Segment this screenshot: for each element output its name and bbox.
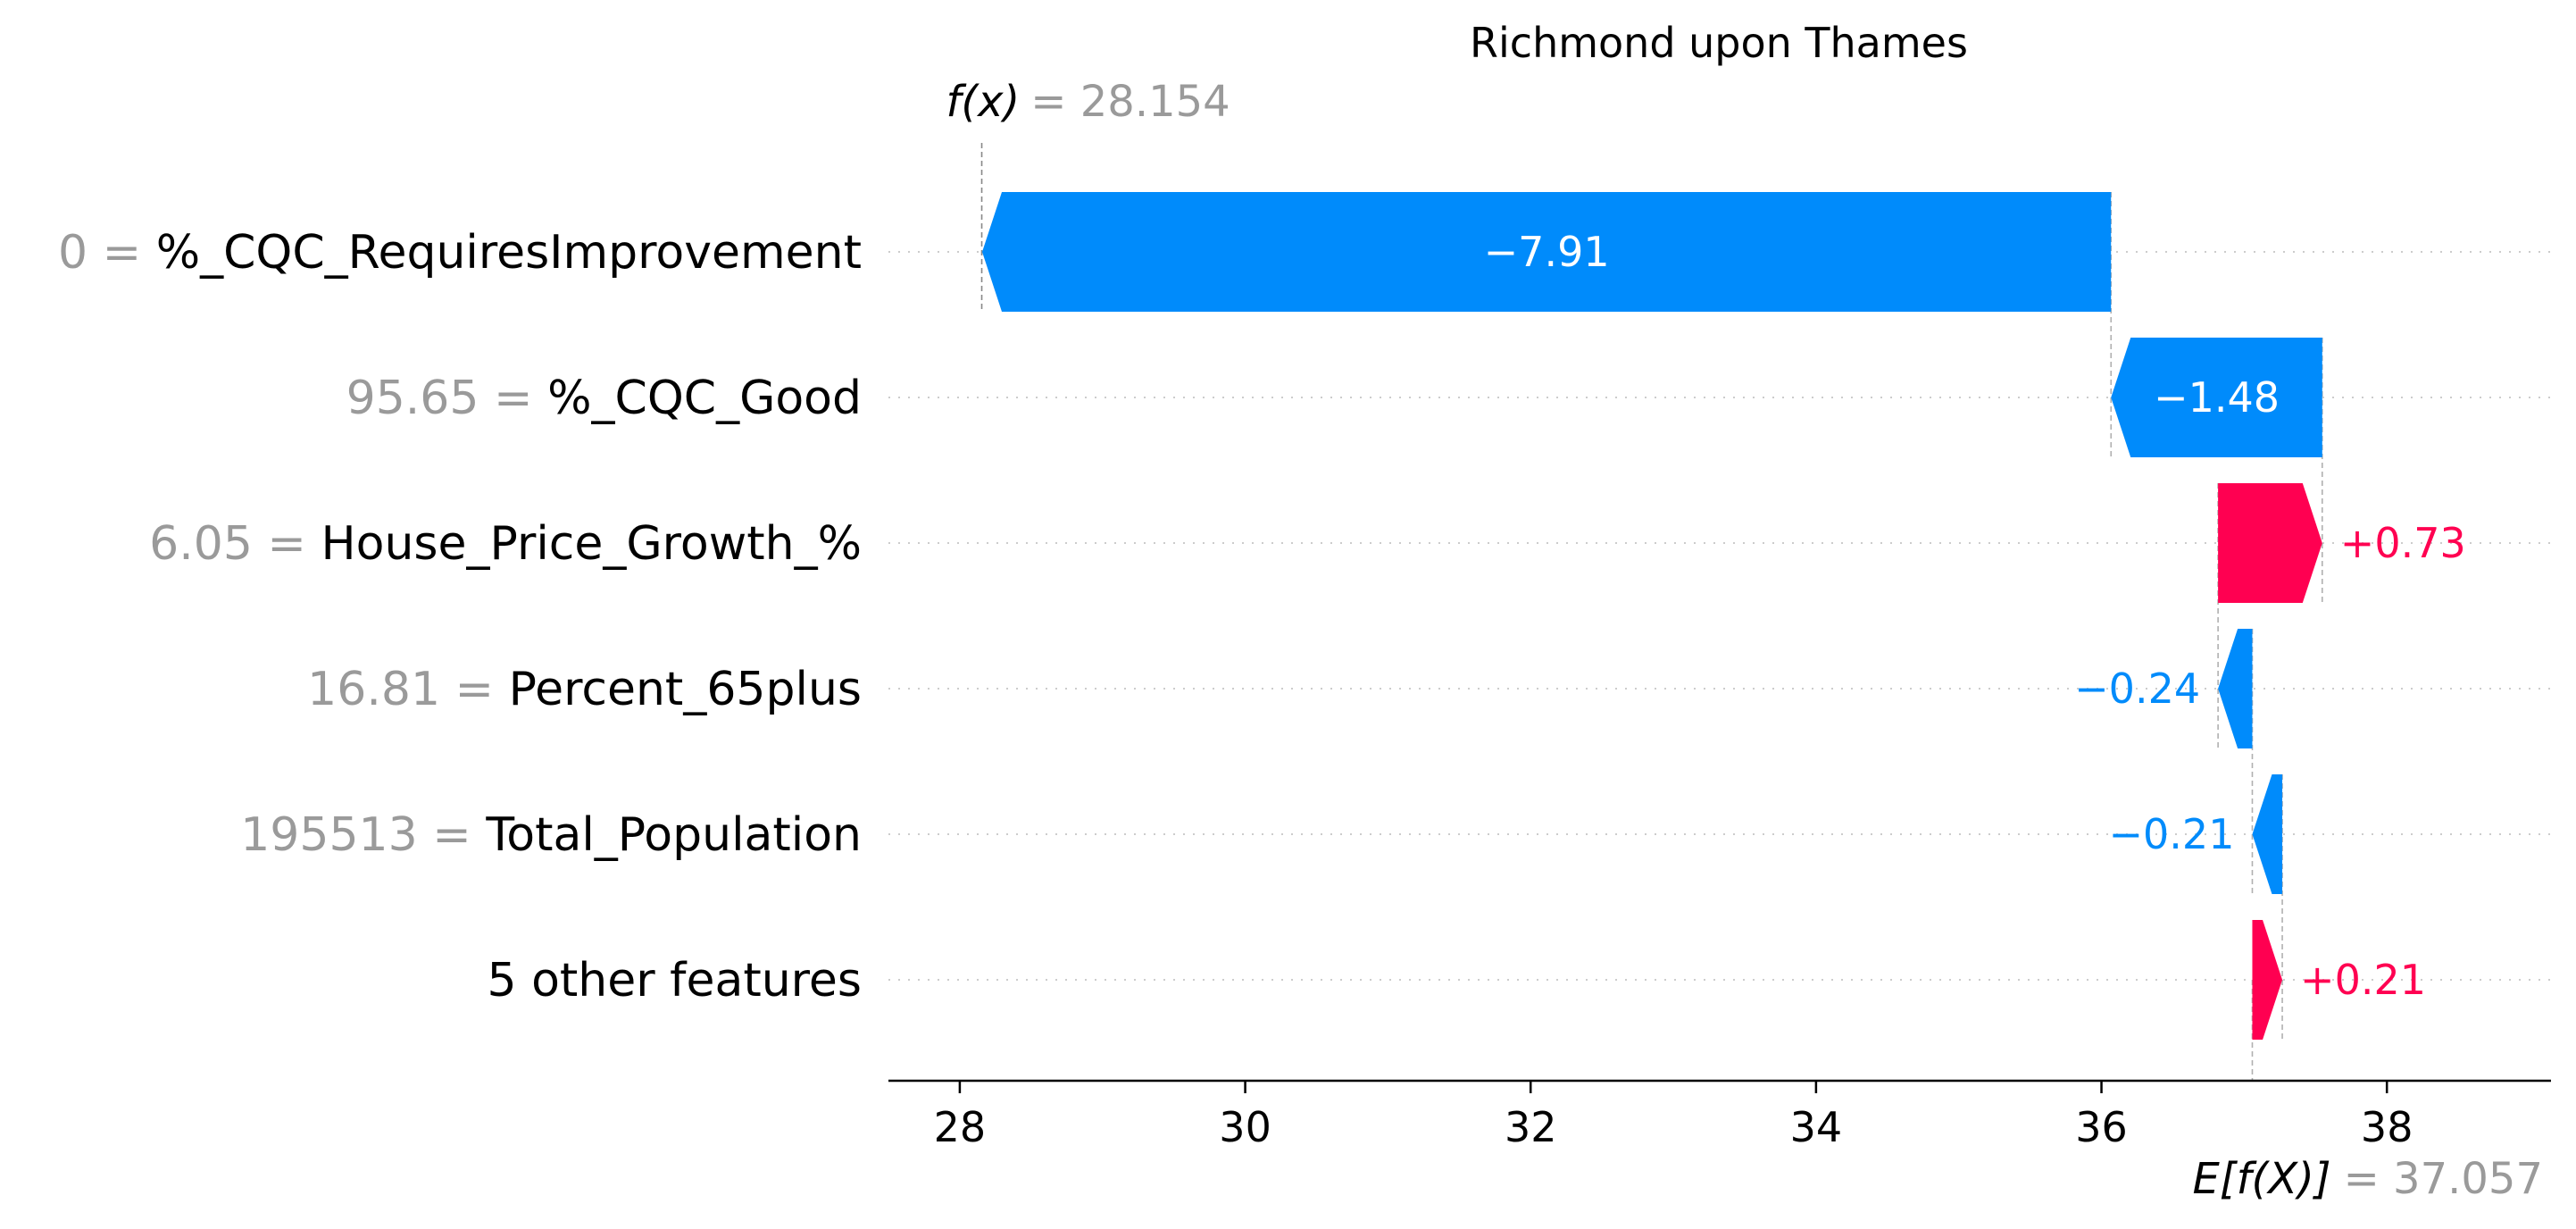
value-annotations: f(x) = 28.154 E[f(X)] = 37.057 (946, 77, 2543, 1204)
chart-title: Richmond upon Thames (1470, 19, 1968, 67)
feature-value: 16.81 = (307, 663, 509, 716)
bar-value-label: −0.24 (2074, 665, 2200, 713)
x-axis: 28 30 32 34 36 38 (888, 1079, 2551, 1151)
feature-name: 5 other features (487, 954, 862, 1007)
feature-value: 95.65 = (346, 372, 548, 425)
feature-name: Total_Population (485, 808, 862, 862)
bar-1 (2111, 338, 2322, 457)
x-tick-label: 32 (1505, 1103, 1557, 1151)
feature-value: 0 = (58, 226, 156, 280)
bar-value-label: +0.73 (2340, 519, 2466, 567)
bars: −7.91 −1.48 +0.73 −0.24 −0.21 +0.21 (982, 192, 2466, 1040)
x-tick-label: 34 (1790, 1103, 1843, 1151)
feature-label: 95.65 = %_CQC_Good (346, 372, 862, 425)
feature-label: 6.05 = House_Price_Growth_% (149, 517, 862, 571)
x-tick-label: 28 (934, 1103, 987, 1151)
output-value: = 28.154 (1030, 77, 1230, 127)
feature-name: House_Price_Growth_% (321, 517, 862, 571)
bar-2 (2218, 483, 2322, 603)
bar-value-label: −7.91 (1484, 228, 1610, 276)
bar-5 (2252, 920, 2283, 1040)
feature-label: 195513 = Total_Population (240, 808, 862, 862)
output-label: f(x) (946, 77, 1021, 127)
feature-value: 195513 = (240, 808, 486, 862)
feature-name: %_CQC_RequiresImprovement (156, 226, 862, 280)
feature-label: 16.81 = Percent_65plus (307, 663, 862, 716)
feature-label: 5 other features (487, 954, 862, 1007)
feature-labels: 0 = %_CQC_RequiresImprovement 95.65 = %_C… (58, 226, 862, 1007)
output-value-label: f(x) = 28.154 (946, 77, 1230, 127)
feature-label: 0 = %_CQC_RequiresImprovement (58, 226, 862, 280)
connector-lines (980, 143, 2323, 1081)
bar-value-label: −0.21 (2109, 810, 2235, 858)
bar-4 (2252, 774, 2283, 894)
bar-value-label: +0.21 (2300, 956, 2426, 1004)
x-tick-label: 30 (1219, 1103, 1271, 1151)
feature-value: 6.05 = (149, 517, 321, 571)
feature-name: Percent_65plus (509, 663, 862, 716)
bar-0 (982, 192, 2112, 312)
bar-3 (2218, 629, 2253, 748)
base-value-label: E[f(X)] = 37.057 (2193, 1154, 2543, 1204)
bar-value-label: −1.48 (2154, 373, 2280, 422)
x-tick-label: 36 (2075, 1103, 2128, 1151)
base-label: E[f(X)] (2193, 1154, 2331, 1204)
x-tick-label: 38 (2361, 1103, 2413, 1151)
feature-name: %_CQC_Good (547, 372, 862, 425)
base-value: = 37.057 (2344, 1154, 2543, 1204)
